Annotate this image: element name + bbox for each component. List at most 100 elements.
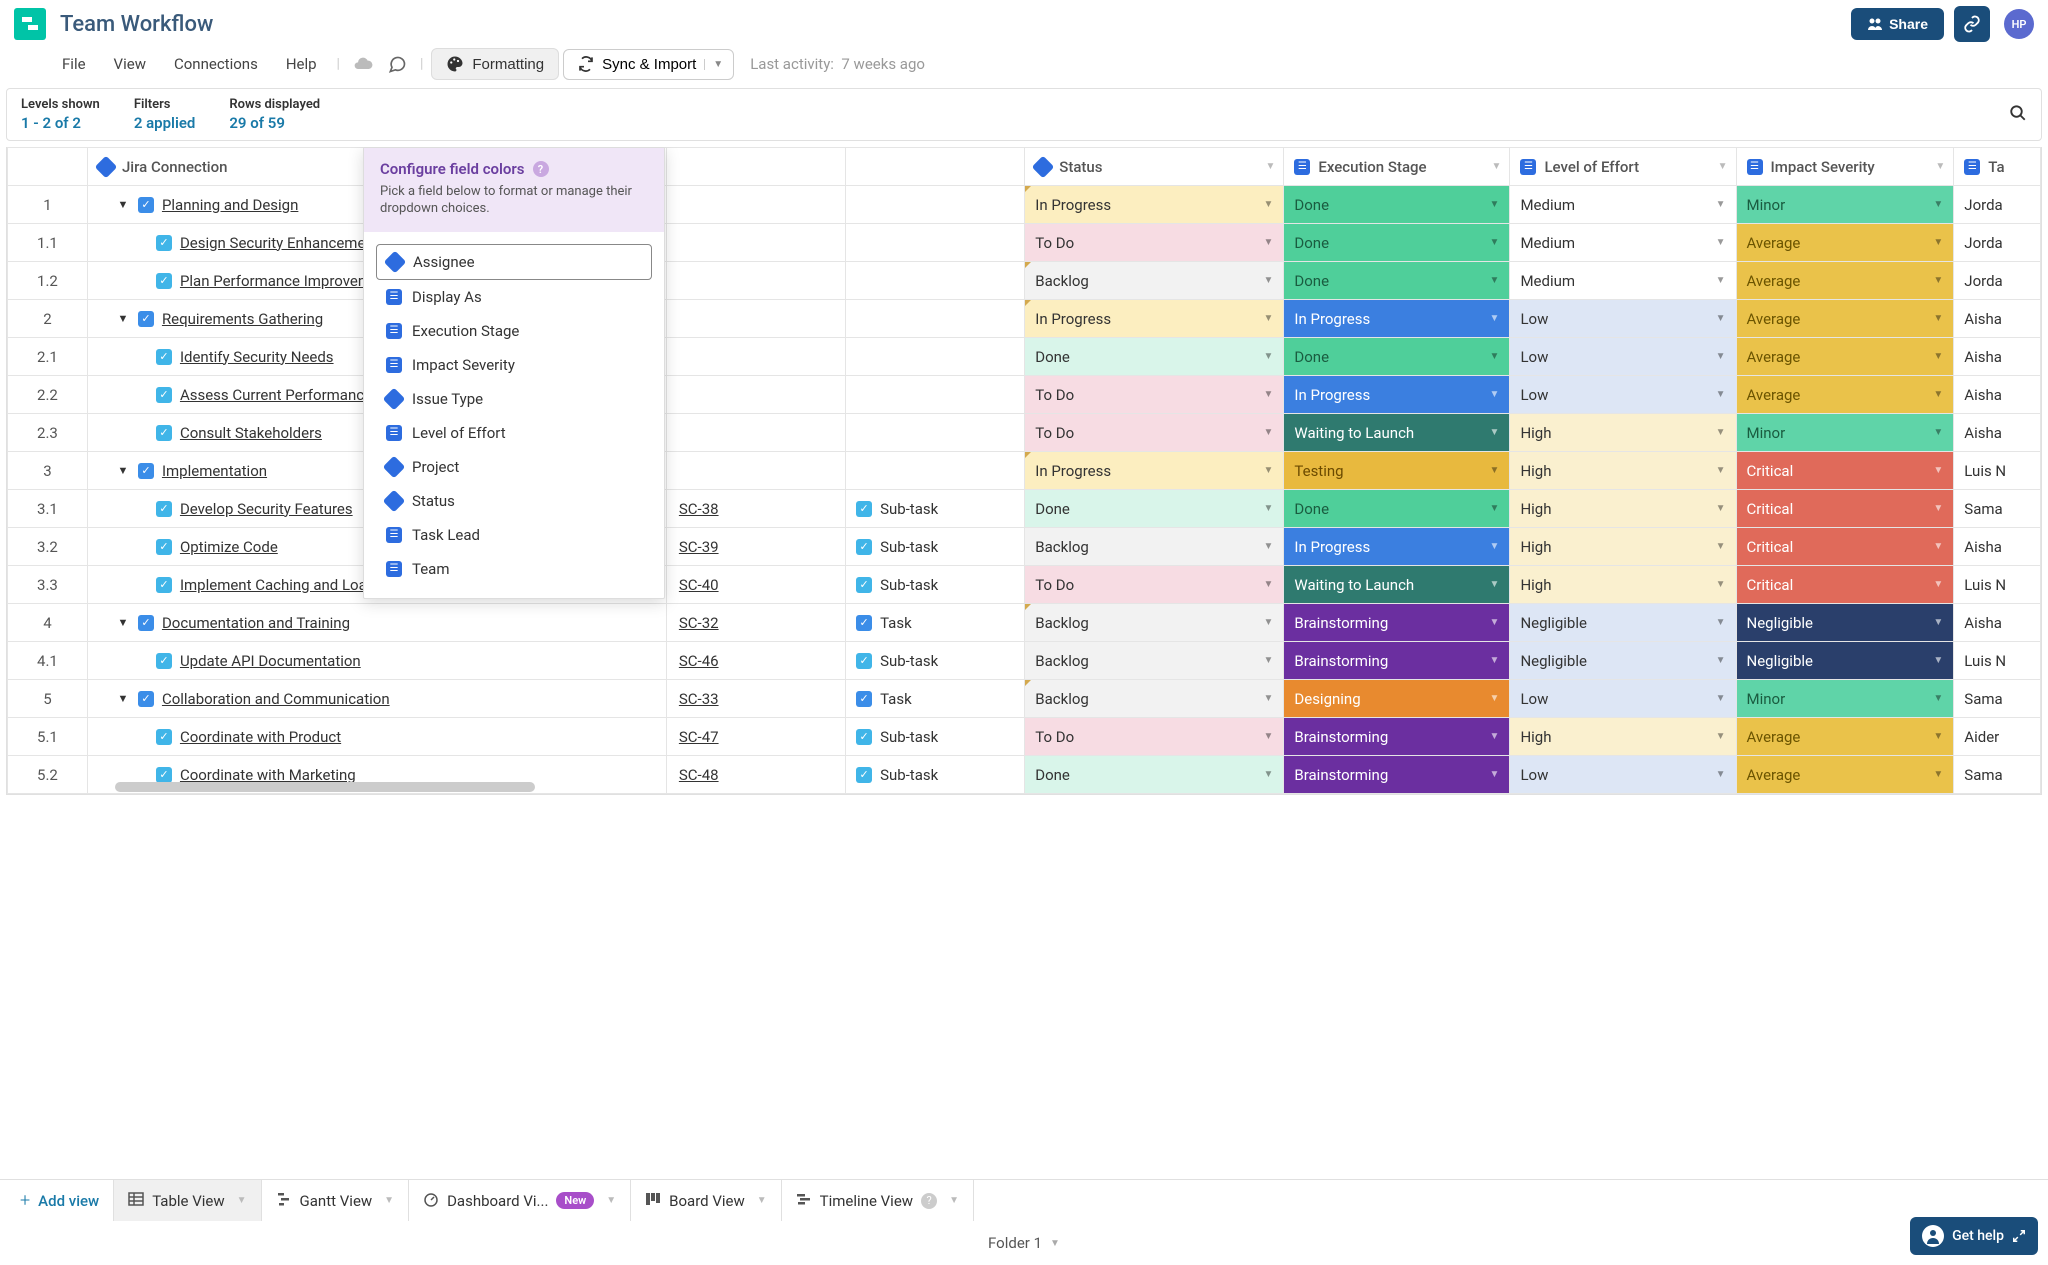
key-cell[interactable]: SC-33 <box>666 680 845 718</box>
rows-displayed[interactable]: Rows displayed 29 of 59 <box>229 97 320 132</box>
impact-cell[interactable]: Average▼ <box>1736 262 1954 300</box>
impact-cell[interactable]: Minor▼ <box>1736 186 1954 224</box>
item-cell[interactable]: ✓Coordinate with Product <box>87 718 666 756</box>
effort-cell[interactable]: High▼ <box>1510 490 1736 528</box>
type-cell[interactable]: ✓Task <box>846 604 1025 642</box>
stage-cell[interactable]: Testing▼ <box>1284 452 1510 490</box>
last-cell[interactable]: Jorda <box>1954 186 2041 224</box>
effort-cell[interactable]: Low▼ <box>1510 376 1736 414</box>
effort-cell[interactable]: High▼ <box>1510 528 1736 566</box>
comment-icon[interactable] <box>382 49 412 79</box>
folder-bar[interactable]: Folder 1 ▼ <box>0 1221 2048 1265</box>
view-tab[interactable]: Table View▼ <box>114 1180 261 1221</box>
last-cell[interactable]: Jorda <box>1954 262 2041 300</box>
status-cell[interactable]: Backlog▼ <box>1025 642 1284 680</box>
key-cell[interactable] <box>666 452 845 490</box>
stage-cell[interactable]: Done▼ <box>1284 186 1510 224</box>
horizontal-scrollbar[interactable] <box>115 782 535 792</box>
effort-cell[interactable]: Low▼ <box>1510 338 1736 376</box>
last-cell[interactable]: Jorda <box>1954 224 2041 262</box>
doc-title[interactable]: Team Workflow <box>60 12 213 37</box>
item-name-link[interactable]: Collaboration and Communication <box>162 690 390 708</box>
field-option[interactable]: ☰Task Lead <box>376 518 652 552</box>
col-header-status[interactable]: Status▼ <box>1025 148 1284 186</box>
item-cell[interactable]: ✓Update API Documentation <box>87 642 666 680</box>
cloud-icon[interactable] <box>348 49 378 79</box>
last-cell[interactable]: Sama <box>1954 756 2041 794</box>
effort-cell[interactable]: Low▼ <box>1510 756 1736 794</box>
item-cell[interactable]: ▼✓Collaboration and Communication <box>87 680 666 718</box>
field-option[interactable]: Project <box>376 450 652 484</box>
stage-cell[interactable]: Done▼ <box>1284 224 1510 262</box>
item-name-link[interactable]: Update API Documentation <box>180 652 361 670</box>
impact-cell[interactable]: Negligible▼ <box>1736 642 1954 680</box>
impact-cell[interactable]: Negligible▼ <box>1736 604 1954 642</box>
chevron-down-icon[interactable]: ▼ <box>606 1195 616 1206</box>
type-cell[interactable] <box>846 414 1025 452</box>
last-cell[interactable]: Aisha <box>1954 528 2041 566</box>
status-cell[interactable]: Done▼ <box>1025 756 1284 794</box>
stage-cell[interactable]: In Progress▼ <box>1284 376 1510 414</box>
item-name-link[interactable]: Coordinate with Product <box>180 728 341 746</box>
stage-cell[interactable]: Brainstorming▼ <box>1284 756 1510 794</box>
col-header-last[interactable]: ☰Ta <box>1954 148 2041 186</box>
item-name-link[interactable]: Coordinate with Marketing <box>180 766 356 784</box>
view-tab[interactable]: Dashboard Vi...New▼ <box>409 1180 631 1221</box>
key-cell[interactable] <box>666 262 845 300</box>
effort-cell[interactable]: High▼ <box>1510 452 1736 490</box>
key-cell[interactable]: SC-47 <box>666 718 845 756</box>
last-cell[interactable]: Luis N <box>1954 642 2041 680</box>
field-option[interactable]: ☰Display As <box>376 280 652 314</box>
type-cell[interactable] <box>846 262 1025 300</box>
type-cell[interactable] <box>846 186 1025 224</box>
menu-view[interactable]: View <box>102 49 158 79</box>
col-header-effort[interactable]: ☰Level of Effort▼ <box>1510 148 1736 186</box>
key-cell[interactable]: SC-32 <box>666 604 845 642</box>
key-cell[interactable] <box>666 414 845 452</box>
status-cell[interactable]: To Do▼ <box>1025 414 1284 452</box>
status-cell[interactable]: Backlog▼ <box>1025 262 1284 300</box>
view-tab[interactable]: Board View▼ <box>631 1180 782 1221</box>
item-name-link[interactable]: Implementation <box>162 462 267 480</box>
help-icon[interactable]: ? <box>533 161 549 177</box>
field-option[interactable]: ☰Execution Stage <box>376 314 652 348</box>
last-cell[interactable]: Luis N <box>1954 566 2041 604</box>
last-cell[interactable]: Aisha <box>1954 414 2041 452</box>
impact-cell[interactable]: Critical▼ <box>1736 490 1954 528</box>
col-header-stage[interactable]: ☰Execution Stage▼ <box>1284 148 1510 186</box>
key-cell[interactable]: SC-38 <box>666 490 845 528</box>
effort-cell[interactable]: High▼ <box>1510 566 1736 604</box>
status-cell[interactable]: Done▼ <box>1025 338 1284 376</box>
copy-link-button[interactable] <box>1954 6 1990 42</box>
key-cell[interactable] <box>666 338 845 376</box>
last-cell[interactable]: Aisha <box>1954 300 2041 338</box>
status-cell[interactable]: To Do▼ <box>1025 718 1284 756</box>
field-option[interactable]: ☰Impact Severity <box>376 348 652 382</box>
type-cell[interactable] <box>846 224 1025 262</box>
item-name-link[interactable]: Planning and Design <box>162 196 298 214</box>
last-cell[interactable]: Luis N <box>1954 452 2041 490</box>
type-cell[interactable]: ✓Sub-task <box>846 756 1025 794</box>
item-name-link[interactable]: Identify Security Needs <box>180 348 334 366</box>
collapse-caret[interactable]: ▼ <box>116 692 130 705</box>
item-name-link[interactable]: Develop Security Features <box>180 500 353 518</box>
type-cell[interactable]: ✓Sub-task <box>846 718 1025 756</box>
effort-cell[interactable]: Medium▼ <box>1510 186 1736 224</box>
stage-cell[interactable]: Done▼ <box>1284 262 1510 300</box>
filters-applied[interactable]: Filters 2 applied <box>134 97 196 132</box>
field-option[interactable]: ☰Team <box>376 552 652 586</box>
add-view-button[interactable]: + Add view <box>6 1180 114 1221</box>
stage-cell[interactable]: Done▼ <box>1284 338 1510 376</box>
status-cell[interactable]: To Do▼ <box>1025 376 1284 414</box>
key-cell[interactable] <box>666 224 845 262</box>
get-help-button[interactable]: Get help <box>1910 1217 2038 1255</box>
user-avatar[interactable]: HP <box>2004 9 2034 39</box>
status-cell[interactable]: In Progress▼ <box>1025 452 1284 490</box>
effort-cell[interactable]: High▼ <box>1510 718 1736 756</box>
key-cell[interactable] <box>666 300 845 338</box>
col-header-type[interactable] <box>846 148 1025 186</box>
impact-cell[interactable]: Critical▼ <box>1736 452 1954 490</box>
collapse-caret[interactable]: ▼ <box>116 616 130 629</box>
sync-import-button[interactable]: Sync & Import ▼ <box>563 49 734 80</box>
stage-cell[interactable]: Brainstorming▼ <box>1284 604 1510 642</box>
